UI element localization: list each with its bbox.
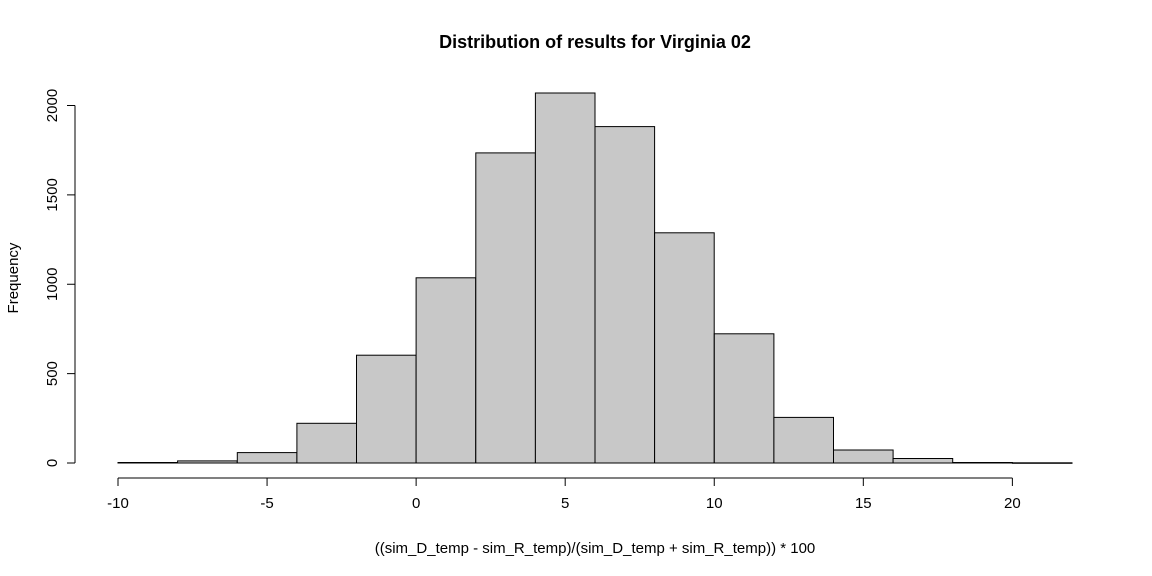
x-tick-label-6: 20	[1004, 495, 1021, 512]
histogram-bar-4	[356, 354, 417, 464]
histogram-bar-7	[534, 92, 596, 464]
y-tick-label-3: 1500	[44, 178, 61, 211]
x-tick-label-3: 5	[561, 495, 569, 512]
histogram-bar-14	[952, 462, 1013, 464]
x-tick-label-5: 15	[855, 495, 872, 512]
histogram-bar-5	[415, 277, 477, 464]
y-tick-label-0: 0	[44, 459, 61, 467]
histogram-bar-1	[177, 460, 238, 464]
x-tick-label-1: -5	[260, 495, 273, 512]
x-tick-label-4: 10	[706, 495, 723, 512]
y-tick-label-2: 1000	[44, 268, 61, 301]
y-tick-label-1: 500	[44, 361, 61, 386]
y-axis-label: Frequency	[5, 242, 22, 313]
histogram-bar-2	[236, 452, 298, 464]
chart-title: Distribution of results for Virginia 02	[439, 32, 751, 52]
x-axis-label: ((sim_D_temp - sim_R_temp)/(sim_D_temp +…	[375, 540, 816, 557]
histogram-bar-11	[773, 416, 835, 464]
histogram-bar-8	[594, 126, 656, 464]
histogram-bar-10	[713, 333, 775, 464]
histogram-bar-3	[296, 422, 357, 464]
histogram-bar-12	[833, 449, 894, 464]
histogram-bar-6	[475, 152, 536, 464]
x-tick-label-0: -10	[107, 495, 129, 512]
x-axis: -10 -5 0 5 10 15 20	[107, 477, 1021, 512]
histogram-bar-0	[117, 462, 179, 464]
y-axis: 0 500 1000 1500 2000	[44, 89, 76, 467]
histogram-bar-13	[892, 458, 954, 464]
histogram-bar-9	[654, 232, 715, 464]
histogram-bars	[117, 92, 1073, 464]
y-tick-label-4: 2000	[44, 89, 61, 122]
x-tick-label-2: 0	[412, 495, 420, 512]
histogram-bar-15	[1011, 462, 1073, 464]
